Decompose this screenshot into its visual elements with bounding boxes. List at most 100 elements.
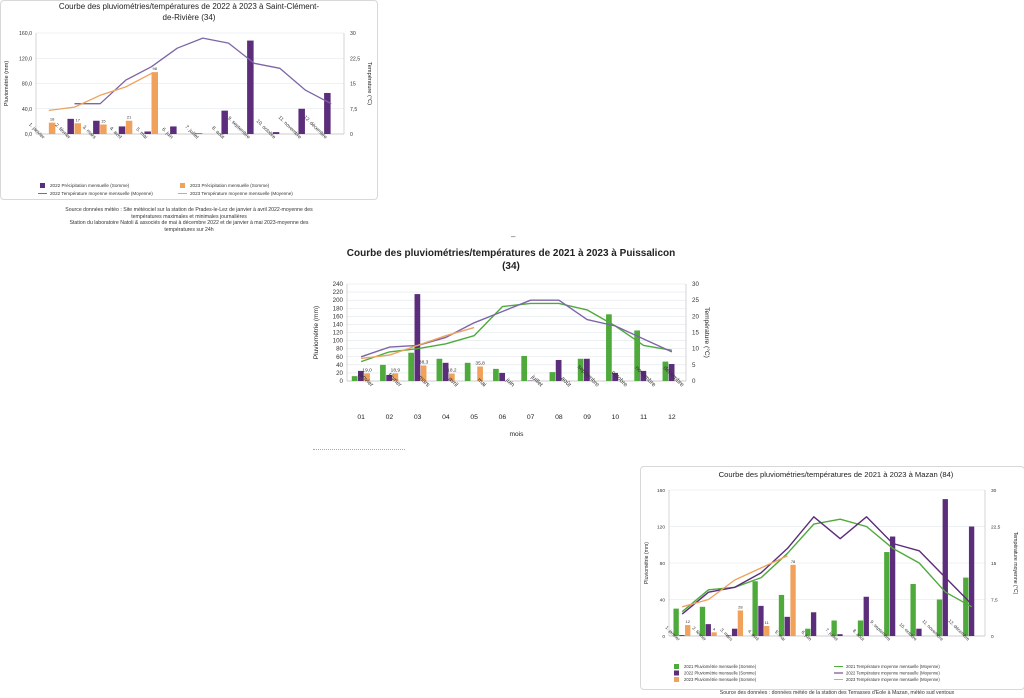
- bar: [195, 133, 203, 134]
- bar: [477, 366, 483, 381]
- bar: [673, 608, 679, 636]
- y2-tick-label: 5: [692, 362, 696, 369]
- series-line: [361, 326, 475, 360]
- y-tick-label: 40,0: [22, 107, 32, 113]
- x-tick-label: mai: [476, 377, 487, 388]
- x-tick-label: 7. juillet: [183, 124, 200, 141]
- x-tick-label: 4. avril: [747, 629, 760, 642]
- y-axis-label: Pluviométrie (mm): [4, 61, 10, 107]
- dotted-rule: [313, 449, 405, 450]
- bar: [942, 499, 948, 636]
- source-note: Source données météo : Site météociel su…: [30, 207, 348, 233]
- bar: [784, 616, 790, 636]
- data-label: 19,0: [362, 367, 372, 373]
- bar: [448, 373, 455, 381]
- chart-title: de-Rivière (34): [163, 13, 216, 22]
- chart-panel-mazan: Courbe des pluviométries/températures de…: [640, 466, 1024, 698]
- series-line: [681, 518, 973, 613]
- bar: [662, 361, 669, 381]
- data-label: 38,3: [419, 360, 429, 366]
- bar: [640, 370, 647, 381]
- bar: [612, 372, 618, 381]
- y-tick-label: 240: [333, 281, 344, 288]
- bar: [549, 372, 556, 381]
- y-axis-label: Pluviométrie (mm): [644, 542, 650, 584]
- bar: [93, 120, 100, 134]
- y-tick-label: 80,0: [22, 82, 32, 88]
- x-axis-label: mois: [510, 431, 525, 438]
- bar: [778, 594, 785, 636]
- bar: [699, 606, 706, 636]
- month-number: 03: [414, 414, 422, 421]
- y2-tick-label: 15: [350, 82, 356, 88]
- month-number: 07: [527, 414, 535, 421]
- bar: [555, 359, 562, 381]
- y-tick-label: 220: [333, 289, 344, 296]
- bar: [889, 536, 896, 636]
- bar: [910, 583, 916, 636]
- bar: [711, 632, 717, 636]
- legend-entry: 2022 Pluviométrie mensuelle (Somme): [684, 671, 757, 676]
- x-tick-label: 5. mai: [134, 127, 148, 141]
- month-number: 05: [470, 414, 478, 421]
- bar: [351, 376, 358, 381]
- legend-swatch: [674, 664, 679, 669]
- y2-tick-label: 7,5: [991, 598, 998, 604]
- chart-title: Courbe des pluviométries/températures de…: [59, 2, 319, 11]
- x-tick-label: 3. mars: [719, 627, 734, 642]
- bar: [48, 122, 56, 134]
- legend-entry: 2022 Température moyenne mensuelle (Moye…: [846, 671, 940, 676]
- y-tick-label: 40: [660, 598, 666, 604]
- bar: [968, 526, 975, 636]
- bar: [805, 628, 811, 636]
- source-line: Source données météo : Site météociel su…: [65, 207, 313, 213]
- series-line: [681, 516, 973, 615]
- y-axis-label: Pluviométrie (mm): [313, 306, 320, 360]
- legend-swatch: [674, 677, 679, 682]
- bar: [247, 40, 254, 135]
- bar: [758, 605, 764, 636]
- y2-axis-label: Température (°C): [366, 62, 372, 105]
- month-number: 11: [640, 414, 647, 421]
- source-line: températures maximales et minimales jour…: [131, 213, 247, 220]
- bar: [837, 634, 843, 636]
- x-tick-label: août: [559, 376, 572, 389]
- legend-entry: 2021 Pluviométrie mensuelle (Somme): [684, 664, 757, 669]
- x-tick-label: mars: [417, 375, 431, 389]
- bar: [499, 372, 505, 381]
- y-tick-label: 40: [336, 362, 343, 369]
- data-label: 98: [153, 66, 158, 71]
- y-tick-label: 160,0: [19, 31, 32, 37]
- y-tick-label: 100: [333, 338, 344, 345]
- bar: [857, 620, 864, 636]
- bar: [737, 610, 744, 636]
- month-number: 04: [442, 414, 450, 421]
- bar: [884, 552, 890, 636]
- bar: [936, 599, 943, 636]
- bar: [151, 72, 158, 134]
- data-label: 18,9: [391, 367, 401, 373]
- series-line: [360, 299, 673, 358]
- bar: [521, 355, 528, 381]
- bar: [118, 126, 126, 134]
- y-tick-label: 120,0: [19, 56, 32, 62]
- bar: [726, 635, 732, 636]
- legend-swatch: [180, 183, 185, 188]
- legend-entry: 2023 Pluviométrie mensuelle (Somme): [684, 677, 757, 682]
- bar: [67, 118, 74, 134]
- y2-axis-label: Température moyenne (°C): [1012, 532, 1018, 595]
- bar: [324, 92, 331, 134]
- data-label: 21: [127, 115, 132, 120]
- y2-tick-label: 15: [692, 330, 699, 337]
- legend-entry: 2023 Température moyenne mensuelle (Moye…: [846, 677, 940, 682]
- data-label: 18: [50, 117, 55, 122]
- data-label: 17: [76, 117, 81, 122]
- y-tick-label: 20: [336, 370, 343, 377]
- chart-title: Courbe des pluviométries/températures de…: [347, 248, 675, 259]
- x-tick-label: avril: [447, 376, 459, 388]
- y-tick-label: 80: [660, 561, 666, 567]
- source-line: Station du laboratoire Natoli & associés…: [69, 220, 309, 227]
- y-tick-label: 0,0: [25, 132, 32, 138]
- legend-swatch: [40, 183, 45, 188]
- chart-panel-puissalicon: Courbe des pluviométries/températures de…: [312, 240, 711, 455]
